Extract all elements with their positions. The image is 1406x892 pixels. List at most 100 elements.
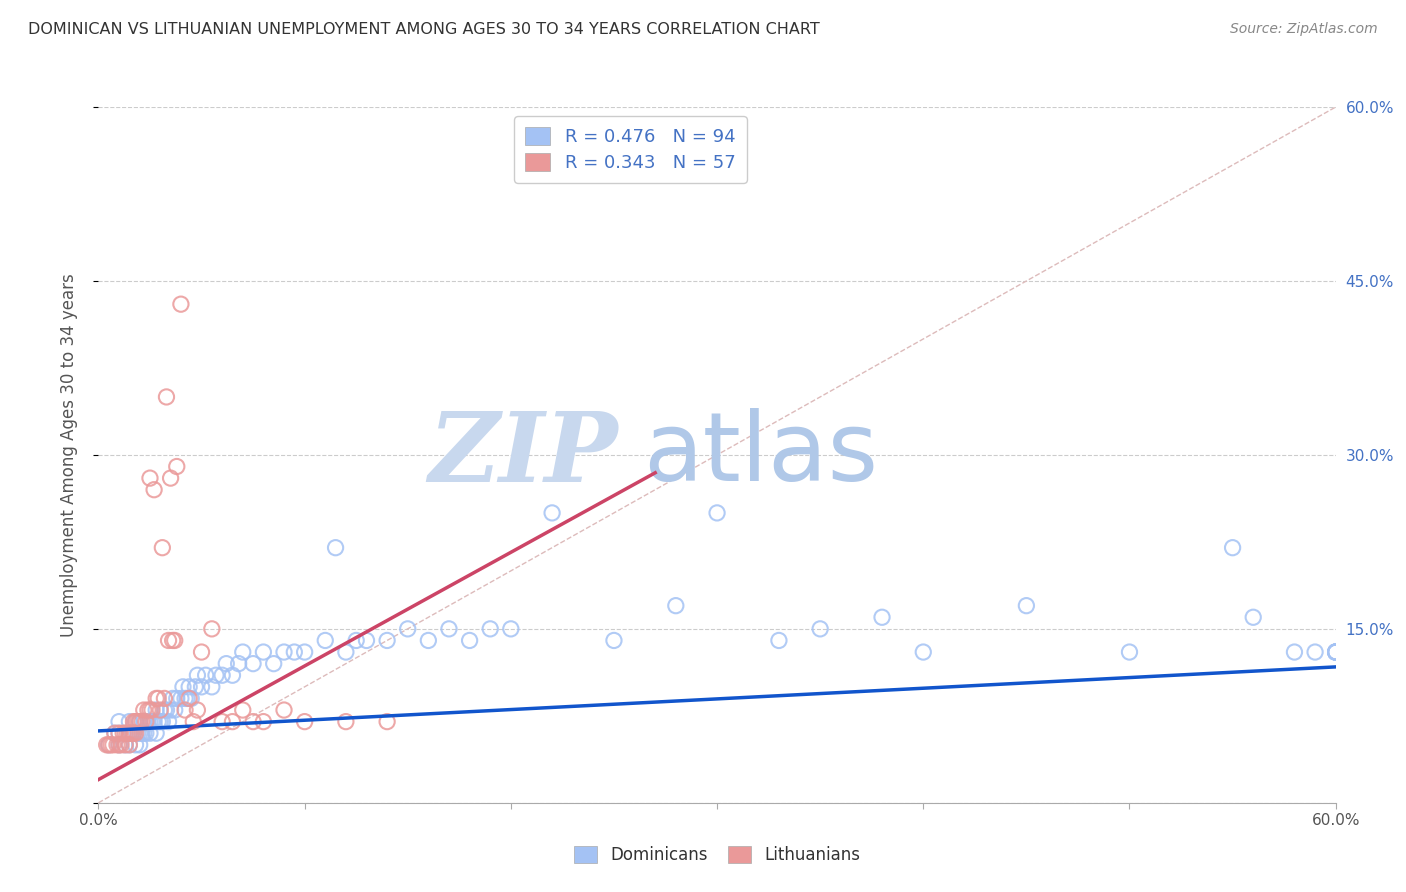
Point	[135, 726, 157, 740]
Point	[1324, 645, 1347, 659]
Point	[335, 645, 357, 659]
Point	[294, 645, 316, 659]
Point	[1324, 645, 1347, 659]
Point	[294, 714, 316, 729]
Point	[162, 633, 184, 648]
Point	[143, 714, 166, 729]
Point	[232, 645, 254, 659]
Point	[128, 738, 150, 752]
Point	[170, 297, 193, 311]
Point	[808, 622, 831, 636]
Point	[108, 726, 131, 740]
Point	[325, 541, 347, 555]
Point	[186, 668, 208, 682]
Point	[335, 714, 357, 729]
Point	[135, 714, 157, 729]
Point	[396, 622, 419, 636]
Point	[157, 714, 180, 729]
Point	[314, 633, 336, 648]
Point	[162, 691, 184, 706]
Point	[186, 703, 208, 717]
Point	[263, 657, 285, 671]
Point	[211, 668, 233, 682]
Point	[211, 714, 233, 729]
Point	[104, 726, 127, 740]
Point	[97, 738, 120, 752]
Point	[1284, 645, 1306, 659]
Point	[155, 703, 177, 717]
Legend: Dominicans, Lithuanians: Dominicans, Lithuanians	[564, 837, 870, 874]
Point	[912, 645, 935, 659]
Point	[124, 738, 146, 752]
Point	[232, 703, 254, 717]
Point	[174, 703, 197, 717]
Point	[145, 703, 167, 717]
Point	[122, 726, 145, 740]
Point	[128, 714, 150, 729]
Point	[163, 703, 186, 717]
Point	[221, 714, 243, 729]
Point	[479, 622, 502, 636]
Point	[174, 691, 197, 706]
Point	[128, 714, 150, 729]
Point	[114, 738, 136, 752]
Point	[273, 645, 295, 659]
Point	[153, 691, 176, 706]
Point	[344, 633, 367, 648]
Point	[117, 726, 139, 740]
Point	[356, 633, 378, 648]
Point	[141, 703, 163, 717]
Point	[190, 680, 212, 694]
Point	[118, 714, 141, 729]
Point	[155, 390, 177, 404]
Point	[96, 738, 118, 752]
Point	[194, 668, 217, 682]
Y-axis label: Unemployment Among Ages 30 to 34 years: Unemployment Among Ages 30 to 34 years	[59, 273, 77, 637]
Point	[215, 657, 238, 671]
Point	[166, 459, 188, 474]
Point	[131, 726, 153, 740]
Point	[181, 714, 204, 729]
Point	[124, 714, 146, 729]
Point	[108, 714, 131, 729]
Point	[252, 714, 274, 729]
Point	[139, 703, 162, 717]
Point	[458, 633, 481, 648]
Point	[1324, 645, 1347, 659]
Point	[141, 714, 163, 729]
Point	[665, 599, 688, 613]
Point	[118, 726, 141, 740]
Point	[179, 680, 201, 694]
Point	[157, 633, 180, 648]
Point	[100, 738, 122, 752]
Text: Source: ZipAtlas.com: Source: ZipAtlas.com	[1230, 22, 1378, 37]
Point	[283, 645, 305, 659]
Point	[541, 506, 564, 520]
Point	[110, 738, 132, 752]
Point	[114, 726, 136, 740]
Point	[273, 703, 295, 717]
Point	[150, 541, 173, 555]
Point	[136, 703, 159, 717]
Point	[159, 471, 181, 485]
Point	[114, 738, 136, 752]
Point	[132, 703, 155, 717]
Point	[118, 738, 141, 752]
Point	[120, 726, 142, 740]
Point	[1222, 541, 1244, 555]
Point	[252, 645, 274, 659]
Point	[139, 726, 162, 740]
Point	[145, 726, 167, 740]
Point	[375, 714, 398, 729]
Point	[1324, 645, 1347, 659]
Point	[128, 726, 150, 740]
Point	[148, 714, 170, 729]
Point	[132, 726, 155, 740]
Text: ZIP: ZIP	[429, 408, 619, 502]
Point	[148, 691, 170, 706]
Point	[149, 703, 172, 717]
Point	[145, 691, 167, 706]
Point	[108, 738, 131, 752]
Point	[120, 726, 142, 740]
Point	[1015, 599, 1038, 613]
